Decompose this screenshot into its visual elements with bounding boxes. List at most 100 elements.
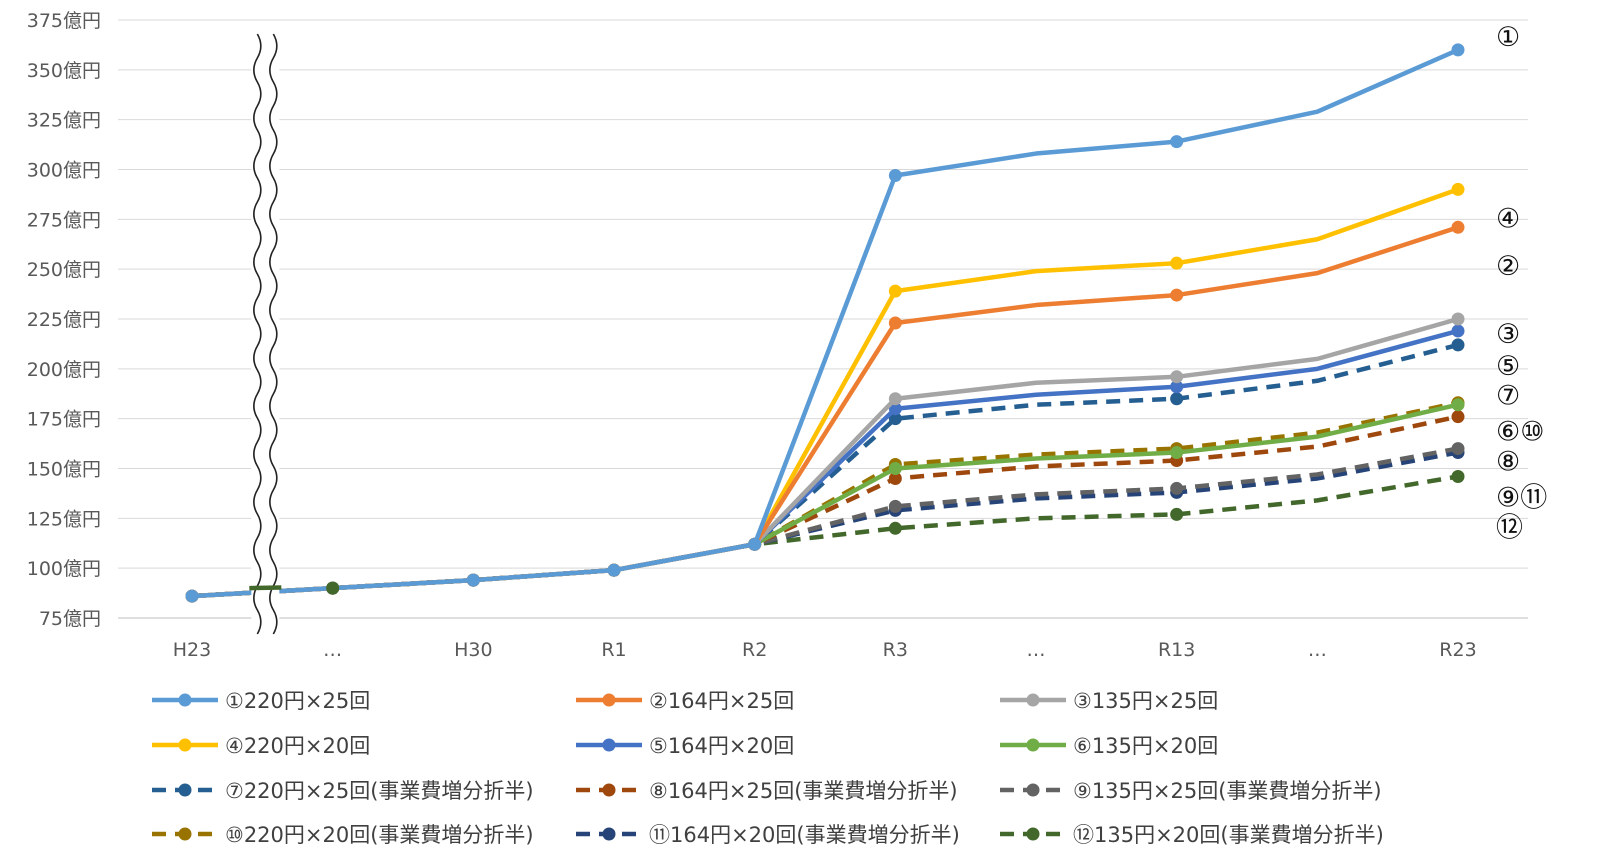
legend-item: ⑨135円×25回(事業費増分折半) [1000, 779, 1382, 803]
x-tick-label: R13 [1158, 639, 1195, 661]
legend-swatch-marker [178, 827, 192, 841]
legend-swatch-marker [178, 783, 192, 797]
legend-swatch-marker [602, 738, 616, 752]
x-tick-label: R23 [1439, 639, 1476, 661]
y-tick-label: 100億円 [27, 558, 101, 580]
y-tick-label: 275億円 [27, 209, 101, 231]
y-tick-label: 250億円 [27, 259, 101, 281]
data-point [888, 392, 902, 406]
legend-label: ⑤164円×20回 [649, 734, 794, 758]
series [185, 220, 1465, 603]
legend-label: ⑫135円×20回(事業費増分折半) [1073, 823, 1384, 847]
series-end-label: ⑤ [1496, 351, 1520, 382]
series-end-label: ⑨⑪ [1496, 482, 1547, 513]
data-point [748, 537, 762, 551]
data-point [1170, 446, 1184, 460]
legend-swatch-marker [602, 783, 616, 797]
data-point [1170, 256, 1184, 270]
legend-swatch-marker [1026, 783, 1040, 797]
data-point [1451, 442, 1465, 456]
axis-break-line [269, 33, 278, 635]
axis-break-line [253, 33, 262, 635]
legend-label: ⑥135円×20回 [1073, 734, 1218, 758]
x-tick-label: … [323, 639, 342, 661]
y-tick-label: 225億円 [27, 309, 101, 331]
x-tick-label: H30 [454, 639, 492, 661]
legend-swatch-marker [602, 827, 616, 841]
legend-swatch-marker [602, 693, 616, 707]
legend-label: ②164円×25回 [649, 689, 794, 713]
y-tick-label: 125億円 [27, 508, 101, 530]
series [185, 398, 1465, 603]
data-point [1451, 182, 1465, 196]
legend-item: ④220円×20回 [152, 734, 370, 758]
series-end-label: ⑦ [1496, 381, 1520, 412]
series-end-label: ⑧ [1496, 447, 1520, 478]
series [185, 182, 1465, 603]
data-point [888, 284, 902, 298]
data-point [888, 499, 902, 513]
data-point [888, 462, 902, 475]
data-point [1170, 507, 1184, 521]
series-line [189, 47, 1461, 599]
legend-item: ⑤164円×20回 [576, 734, 794, 758]
legend-item: ③135円×25回 [1000, 689, 1218, 713]
x-tick-label: R1 [601, 639, 626, 661]
legend-swatch-marker [1026, 693, 1040, 707]
data-point [1451, 43, 1465, 57]
legend-item: ⑦220円×25回(事業費増分折半) [152, 779, 534, 803]
legend-label: ⑪164円×20回(事業費増分折半) [649, 823, 960, 847]
legend-item: ⑩220円×20回(事業費増分折半) [152, 823, 534, 847]
y-tick-label: 75億円 [39, 608, 101, 630]
legend-item: ⑫135円×20回(事業費増分折半) [1000, 823, 1384, 847]
x-tick-label: H23 [173, 639, 211, 661]
legend-swatch-marker [1026, 738, 1040, 752]
x-tick-label: R3 [883, 639, 908, 661]
data-point [185, 589, 199, 603]
legend-label: ⑩220円×20回(事業費増分折半) [225, 823, 534, 847]
axis-break-symbol [249, 30, 340, 635]
data-point [888, 168, 902, 182]
series-lines [185, 43, 1465, 603]
data-point [1170, 392, 1184, 406]
series-end-label: ③ [1496, 319, 1520, 350]
data-point [1451, 469, 1465, 483]
x-tick-label: R2 [742, 639, 767, 661]
y-tick-label: 150億円 [27, 459, 101, 481]
series [185, 442, 1465, 603]
x-axis-tick-labels: H23 … H30 R1 R2 R3 … R13 … R23 [173, 639, 1477, 661]
y-tick-label: 375億円 [27, 10, 101, 32]
data-point [888, 521, 902, 535]
y-tick-label: 200億円 [27, 359, 101, 381]
x-tick-label: … [1027, 639, 1046, 661]
data-point [888, 412, 902, 426]
data-point [1451, 312, 1465, 326]
legend-item: ②164円×25回 [576, 689, 794, 713]
data-point [1170, 380, 1184, 394]
data-point [1451, 324, 1465, 338]
series [185, 43, 1465, 603]
series-line [189, 187, 1461, 599]
legend-swatch-marker [1026, 827, 1040, 841]
data-point [1451, 338, 1465, 352]
legend-item: ⑪164円×20回(事業費増分折半) [576, 823, 960, 847]
data-point [1170, 288, 1184, 302]
data-point [1170, 370, 1184, 384]
y-tick-label: 325億円 [27, 110, 101, 132]
series-line [189, 225, 1461, 599]
series-line [191, 474, 1459, 599]
x-tick-label: … [1308, 639, 1327, 661]
series-line [189, 328, 1461, 599]
series-line-segment [249, 585, 282, 591]
data-point [1170, 481, 1184, 495]
legend-label: ⑦220円×25回(事業費増分折半) [225, 779, 534, 803]
data-point [466, 573, 480, 587]
legend-label: ①220円×25回 [225, 689, 370, 713]
data-point [1451, 398, 1465, 412]
series [185, 469, 1465, 603]
y-tick-label: 175億円 [27, 409, 101, 431]
legend-label: ⑧164円×25回(事業費増分折半) [649, 779, 958, 803]
data-point [1451, 220, 1465, 234]
